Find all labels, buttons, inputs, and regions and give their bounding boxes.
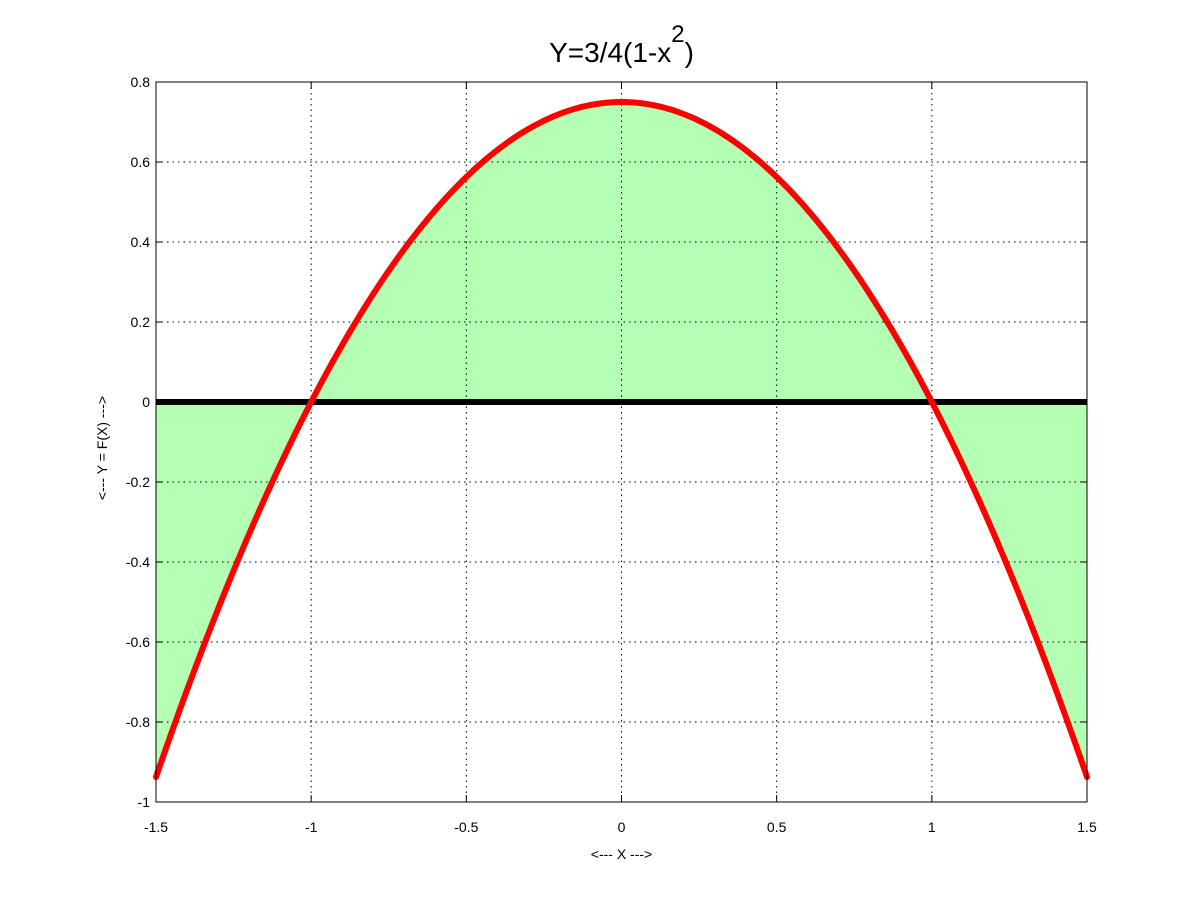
x-axis-label: <--- X ---> — [591, 846, 652, 862]
ticks-group: -1.5 -1 -0.5 0 0.5 1 1.5 -1 -0.8 -0.6 -0.4 -0.2 0 0.2… — [126, 74, 1097, 835]
chart-title-suffix: ) — [685, 37, 694, 68]
y-axis-label: <--- Y = F(X) ---> — [94, 396, 110, 500]
x-tick-label: 1 — [928, 819, 936, 835]
y-tick-label: -0.6 — [126, 634, 150, 650]
chart-title-superscript: 2 — [671, 21, 684, 48]
series-line-curve — [153, 99, 1090, 780]
y-tick-label: 0.2 — [131, 314, 151, 330]
chart-title: Y=3/4(1-x2) — [549, 21, 694, 68]
x-tick-label: -1.5 — [144, 819, 168, 835]
y-tick-label: -1 — [138, 794, 151, 810]
x-tick-label: 1.5 — [1077, 819, 1097, 835]
x-tick-label: -0.5 — [454, 819, 478, 835]
y-tick-label: -0.4 — [126, 554, 150, 570]
y-tick-label: 0.4 — [131, 234, 151, 250]
x-tick-label: -1 — [305, 819, 318, 835]
y-tick-label: 0.8 — [131, 74, 151, 90]
chart-title-prefix: Y=3/4(1-x — [549, 37, 671, 68]
y-tick-label: 0.6 — [131, 154, 151, 170]
series-group — [153, 99, 1090, 780]
y-tick-label: 0 — [142, 394, 150, 410]
y-tick-label: -0.8 — [126, 714, 150, 730]
y-tick-label: -0.2 — [126, 474, 150, 490]
x-tick-label: 0 — [618, 819, 626, 835]
x-tick-label: 0.5 — [767, 819, 787, 835]
